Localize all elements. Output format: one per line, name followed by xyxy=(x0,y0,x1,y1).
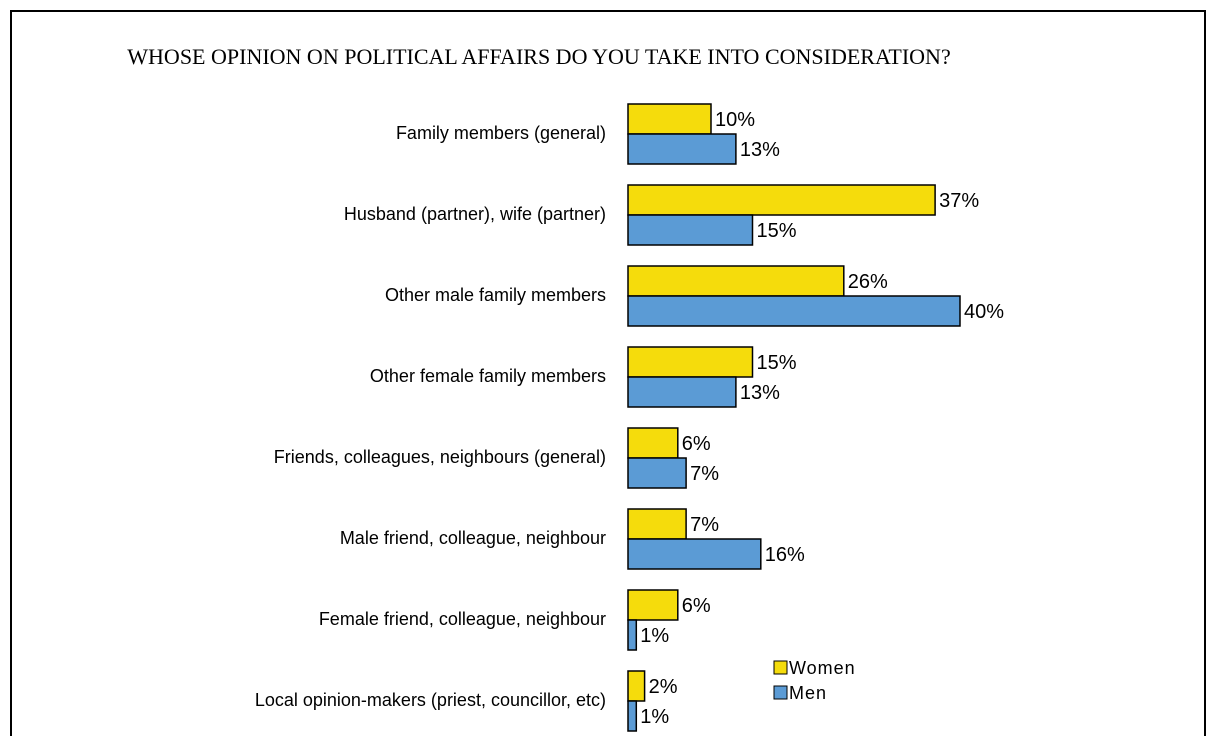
chart-frame xyxy=(10,10,1206,736)
bar-women xyxy=(627,265,845,297)
category-label: Family members (general) xyxy=(396,123,606,143)
legend-swatch-women xyxy=(773,660,788,675)
value-label: 2% xyxy=(649,676,678,698)
bars-layer: Family members (general) 10% 13% Husband (p… xyxy=(255,103,1004,732)
bar-women xyxy=(627,670,646,702)
bar-men xyxy=(627,376,737,408)
value-label: 26% xyxy=(848,271,888,293)
bar-women xyxy=(627,589,679,621)
value-label: 6% xyxy=(682,595,711,617)
value-label: 40% xyxy=(964,301,1004,323)
category-label: Other female family members xyxy=(370,366,606,386)
bar-women xyxy=(627,103,712,135)
bar-women xyxy=(627,346,754,378)
legend-label-women: Women xyxy=(789,658,856,678)
value-label: 1% xyxy=(640,706,669,728)
legend-swatch-men xyxy=(773,685,788,700)
bar-women xyxy=(627,184,936,216)
category-label: Local opinion-makers (priest, councillor… xyxy=(255,690,606,710)
bar-women xyxy=(627,508,687,540)
value-label: 10% xyxy=(715,109,755,131)
chart-title: WHOSE OPINION ON POLITICAL AFFAIRS DO YO… xyxy=(127,44,951,69)
category-label: Other male family members xyxy=(385,285,606,305)
bar-men xyxy=(627,133,737,165)
value-label: 15% xyxy=(757,352,797,374)
value-label: 15% xyxy=(757,220,797,242)
value-label: 16% xyxy=(765,544,805,566)
value-label: 7% xyxy=(690,514,719,536)
bar-men xyxy=(627,295,961,327)
value-label: 1% xyxy=(640,625,669,647)
bar-men xyxy=(627,538,762,570)
value-label: 13% xyxy=(740,382,780,404)
value-label: 13% xyxy=(740,139,780,161)
bar-men xyxy=(627,700,638,732)
category-label: Female friend, colleague, neighbour xyxy=(319,609,606,629)
category-label: Male friend, colleague, neighbour xyxy=(340,528,606,548)
category-label: Husband (partner), wife (partner) xyxy=(344,204,606,224)
bar-men xyxy=(627,619,638,651)
value-label: 7% xyxy=(690,463,719,485)
value-label: 6% xyxy=(682,433,711,455)
bar-men xyxy=(627,214,754,246)
legend-label-men: Men xyxy=(789,683,827,703)
legend: Women Men xyxy=(773,658,856,703)
bar-men xyxy=(627,457,687,489)
value-label: 37% xyxy=(939,190,979,212)
bar-women xyxy=(627,427,679,459)
category-label: Friends, colleagues, neighbours (general… xyxy=(274,447,606,467)
